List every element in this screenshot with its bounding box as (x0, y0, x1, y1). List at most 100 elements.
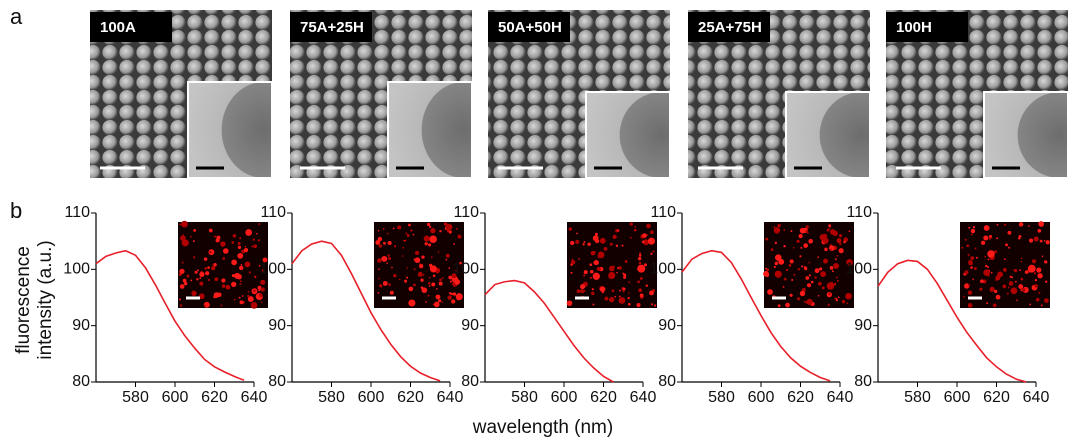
sample-label: 25A+75H (698, 19, 762, 36)
micrograph-dot (1002, 285, 1006, 289)
micrograph-dot (1005, 243, 1008, 246)
micrograph-dot (569, 227, 572, 230)
micrograph-dot (1021, 258, 1023, 260)
micrograph-dot (577, 289, 581, 293)
tem-inset (388, 82, 472, 178)
micrograph-dot (839, 248, 844, 253)
micrograph-dot (436, 295, 441, 300)
micrograph-dot (261, 301, 263, 303)
micrograph-dot (408, 299, 415, 306)
micrograph-dot (214, 292, 220, 298)
micrograph-dot (648, 238, 655, 245)
micrograph-dot (238, 242, 241, 245)
micrograph-dot (839, 243, 841, 245)
x-tick-label: 620 (590, 389, 617, 406)
x-tick-label: 620 (983, 389, 1010, 406)
micrograph-dot (231, 260, 237, 266)
micrograph-dot (388, 257, 391, 260)
micrograph-dot (590, 270, 594, 274)
micrograph-dot (378, 230, 380, 232)
x-tick-label: 600 (944, 389, 971, 406)
micrograph-dot (383, 228, 385, 230)
micrograph-dot (820, 271, 826, 277)
micrograph-dot (428, 243, 431, 246)
micrograph-dot (204, 257, 208, 261)
micrograph-dot (434, 302, 440, 308)
micrograph-dot (232, 274, 235, 277)
micrograph-dot (254, 276, 257, 279)
micrograph-dot (405, 232, 407, 234)
micrograph-dot (846, 303, 848, 305)
micrograph-dot (238, 246, 241, 249)
x-tick-label: 620 (397, 389, 424, 406)
micrograph-dot (591, 292, 594, 295)
micrograph-dot (644, 263, 647, 266)
micrograph-dot (193, 240, 195, 242)
micrograph-dot (233, 234, 236, 237)
micrograph-dot (630, 222, 633, 225)
y-tick-label: 100 (845, 261, 872, 278)
micrograph-dot (1003, 268, 1007, 272)
micrograph-dot (248, 296, 254, 302)
micrograph-dot (968, 303, 973, 308)
micrograph-dot (1010, 276, 1012, 278)
y-tick-label: 90 (854, 317, 872, 334)
micrograph-dot (646, 224, 651, 229)
micrograph-dot (811, 281, 814, 284)
micrograph-dot (589, 263, 592, 266)
micrograph-dot (439, 230, 441, 232)
micrograph-dot (578, 258, 580, 260)
micrograph-dot (832, 270, 834, 272)
micrograph-dot (413, 234, 415, 236)
micrograph-dot (627, 297, 629, 299)
micrograph-dot (421, 256, 424, 259)
micrograph-dot (836, 255, 838, 257)
micrograph-dot (180, 284, 185, 289)
micrograph-dot (1036, 268, 1041, 273)
micrograph-dot (1029, 238, 1033, 242)
micrograph-dot (790, 230, 792, 232)
micrograph-dot (251, 246, 253, 248)
sample-label: 75A+25H (300, 19, 364, 36)
micrograph-dot (970, 256, 974, 260)
micrograph-dot (386, 262, 388, 264)
micrograph-dot (830, 249, 832, 251)
micrograph-dot (387, 254, 389, 256)
micrograph-dot (190, 236, 192, 238)
micrograph-dot (986, 302, 988, 304)
x-tick-label: 580 (122, 389, 149, 406)
micrograph-dot (630, 237, 632, 239)
micrograph-dot (191, 291, 196, 296)
y-tick-label: 80 (268, 373, 286, 390)
micrograph-dot (454, 279, 460, 285)
micrograph-dot (425, 242, 428, 245)
micrograph-dot (388, 241, 392, 245)
micrograph-dot (423, 274, 425, 276)
micrograph-dot (413, 268, 415, 270)
micrograph-dot (422, 287, 428, 293)
micrograph-dot (839, 234, 842, 237)
micrograph-dot (239, 297, 241, 299)
micrograph-inset (960, 222, 1050, 308)
micrograph-dot (570, 241, 574, 245)
micrograph-dot (798, 268, 800, 270)
panel-label: b (10, 198, 22, 223)
micrograph-dot (431, 282, 435, 286)
micrograph-dot (623, 276, 626, 279)
y-tick-label: 110 (260, 204, 286, 221)
micrograph-dot (587, 243, 590, 246)
micrograph-dot (837, 280, 839, 282)
micrograph-dot (430, 228, 435, 233)
micrograph-dot (639, 262, 642, 265)
x-tick-label: 580 (511, 389, 538, 406)
tem-inset (586, 92, 670, 178)
micrograph-dot (582, 243, 584, 245)
micrograph-dot (425, 301, 427, 303)
micrograph-dot (234, 273, 240, 279)
micrograph-dot (1036, 298, 1040, 302)
micrograph-dot (803, 243, 808, 248)
micrograph-dot (984, 225, 990, 231)
micrograph-dot (625, 260, 628, 263)
micrograph-dot (828, 304, 830, 306)
micrograph-dot (789, 264, 792, 267)
